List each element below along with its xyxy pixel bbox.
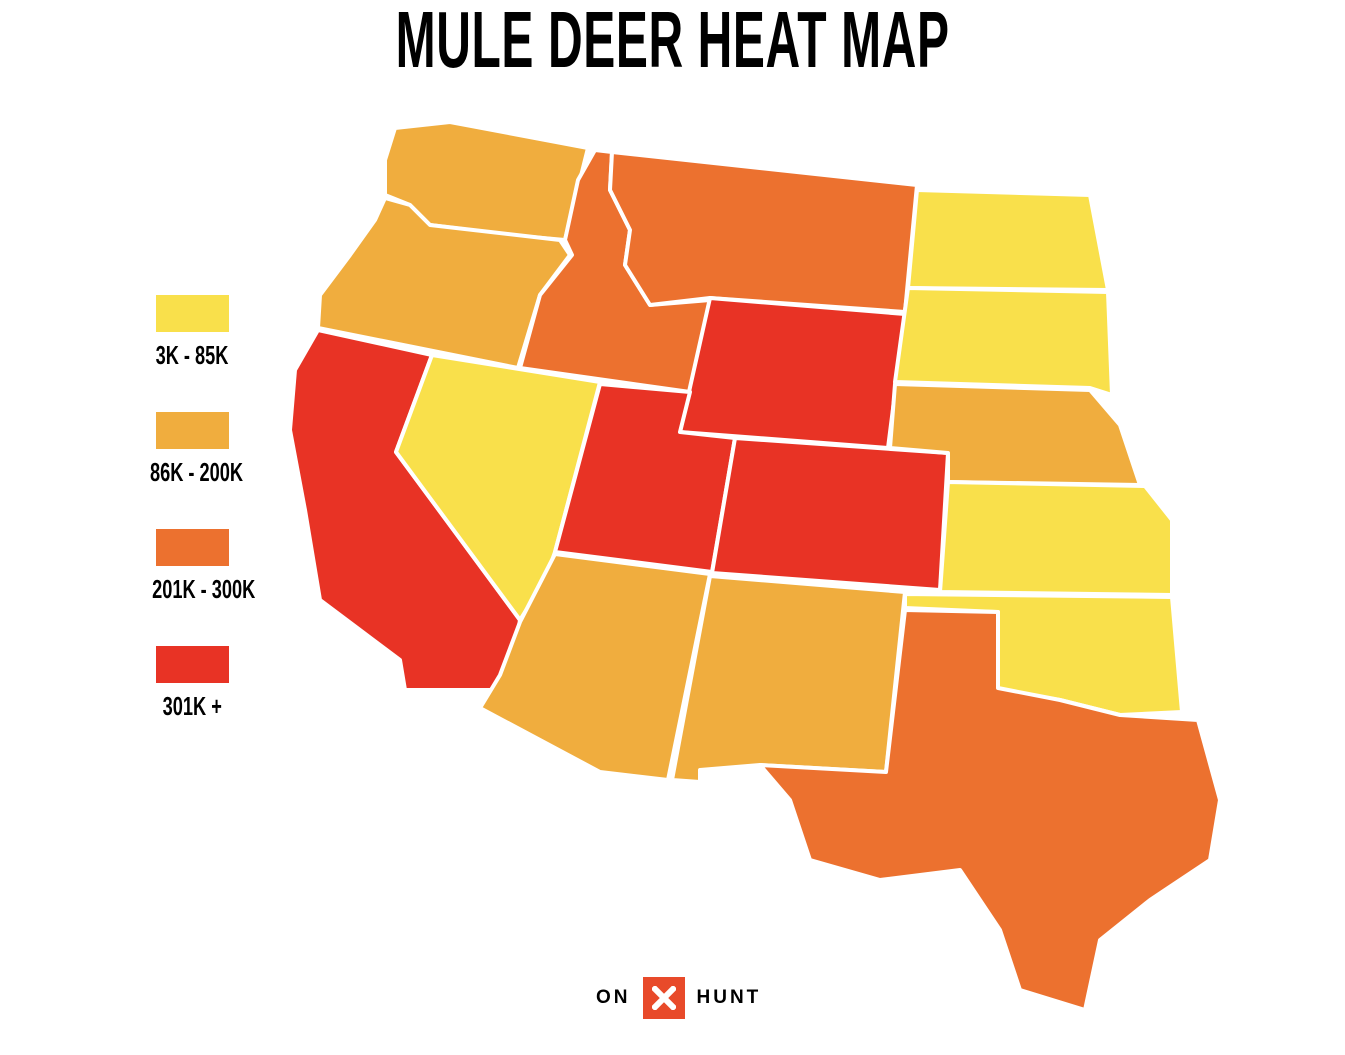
- legend-item-high: 201K - 300K: [130, 529, 255, 605]
- state-north-dakota: [906, 188, 1110, 292]
- legend-item-medium: 86K - 200K: [130, 412, 255, 488]
- legend-label: 201K - 300K: [152, 574, 256, 604]
- state-texas: [758, 608, 1222, 1012]
- legend-item-highest: 301K +: [130, 646, 255, 722]
- legend-swatch: [156, 412, 229, 449]
- legend-swatch: [156, 646, 229, 683]
- legend-swatch: [156, 295, 229, 332]
- state-colorado: [710, 436, 950, 592]
- state-south-dakota: [893, 286, 1114, 397]
- legend-label: 3K - 85K: [156, 340, 229, 370]
- legend-label: 301K +: [162, 691, 223, 721]
- onx-hunt-logo: ON HUNT: [596, 977, 761, 1019]
- x-logo-icon: [642, 977, 685, 1019]
- state-kansas: [938, 480, 1174, 597]
- legend-item-low: 3K - 85K: [130, 295, 255, 371]
- legend-swatch: [156, 529, 229, 566]
- state-montana: [608, 150, 919, 314]
- map-title: MULE DEER HEAT MAP: [395, 0, 950, 84]
- state-new-mexico: [670, 574, 907, 784]
- state-wyoming: [678, 296, 907, 450]
- legend-label: 86K - 200K: [149, 457, 244, 487]
